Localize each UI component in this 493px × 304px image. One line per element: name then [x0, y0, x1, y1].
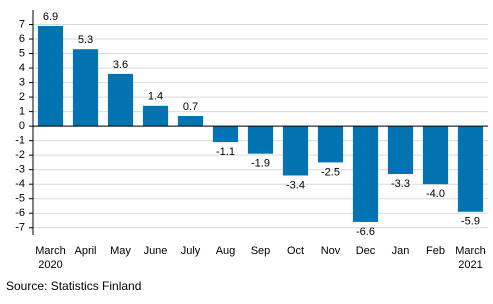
bar [317, 126, 344, 163]
bar [387, 126, 414, 175]
value-label: -6.6 [356, 226, 375, 238]
y-tick-label: -3 [15, 164, 25, 176]
y-tick-label: -2 [15, 149, 25, 161]
bar [72, 49, 99, 127]
x-tick-label: March 2020 [35, 245, 66, 271]
bar [247, 126, 274, 154]
value-label: -2.5 [321, 166, 340, 178]
y-tick-label: 0 [19, 120, 25, 132]
value-label: 3.6 [113, 59, 128, 71]
bar [212, 126, 239, 143]
y-tick-label: 2 [19, 91, 25, 103]
y-tick-label: 4 [19, 62, 25, 74]
value-label: 1.4 [148, 91, 163, 103]
value-label: -4.0 [426, 188, 445, 200]
value-label: -1.1 [216, 146, 235, 158]
x-tick-label-line: 2020 [38, 259, 62, 271]
x-tick-label: Sep [251, 245, 271, 257]
y-tick-label: 5 [19, 47, 25, 59]
x-tick-label: July [181, 245, 201, 257]
bar [422, 126, 449, 185]
bar [177, 115, 204, 127]
x-tick-label: Aug [216, 245, 236, 257]
y-tick-label: 3 [19, 76, 25, 88]
value-label: -1.9 [251, 158, 270, 170]
y-tick-label: -7 [15, 222, 25, 234]
y-tick-label: -1 [15, 135, 25, 147]
value-label: -5.9 [461, 216, 480, 228]
x-tick-label: May [110, 245, 131, 257]
y-tick-label: -6 [15, 207, 25, 219]
bar [37, 25, 64, 127]
x-tick-label: Nov [321, 245, 341, 257]
bar [282, 126, 309, 176]
x-tick-label: Oct [287, 245, 304, 257]
bar [352, 126, 379, 222]
bar [107, 73, 134, 127]
y-tick-label: 6 [19, 33, 25, 45]
value-label: 5.3 [78, 34, 93, 46]
y-tick-label: -4 [15, 178, 25, 190]
source-note: Source: Statistics Finland [6, 279, 141, 293]
x-tick-label: June [144, 245, 168, 257]
bar [457, 126, 484, 212]
bar [142, 105, 169, 127]
x-tick-label: March 2021 [455, 245, 486, 271]
y-tick-label: -5 [15, 193, 25, 205]
x-tick-label: Dec [356, 245, 376, 257]
y-tick-label: 1 [19, 106, 25, 118]
value-label: -3.3 [391, 178, 410, 190]
x-tick-label: April [74, 245, 96, 257]
value-label: 0.7 [183, 101, 198, 113]
value-label: 6.9 [43, 11, 58, 23]
value-label: -3.4 [286, 179, 305, 191]
x-tick-label: Feb [426, 245, 445, 257]
x-tick-label-line: 2021 [458, 259, 482, 271]
x-tick-label: Jan [392, 245, 410, 257]
y-tick-label: 7 [19, 18, 25, 30]
x-tick-label-line: March [35, 245, 66, 257]
x-tick-label-line: March [455, 245, 486, 257]
